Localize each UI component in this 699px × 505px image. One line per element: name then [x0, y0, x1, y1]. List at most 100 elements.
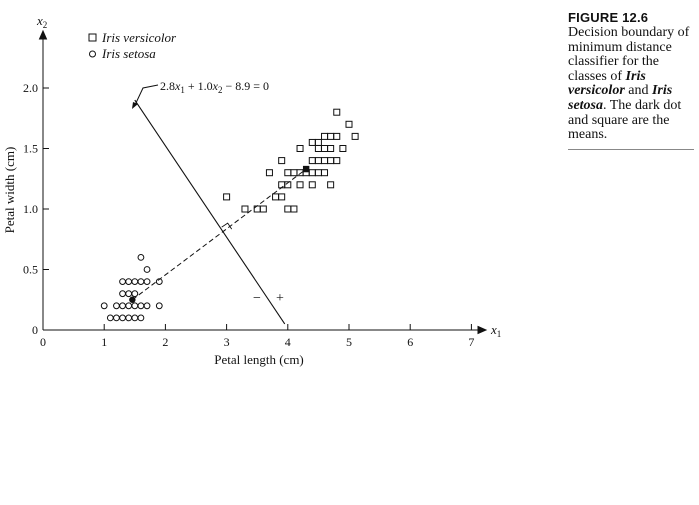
versicolor-point: [296, 181, 304, 189]
x-tick-label: 2: [162, 335, 168, 349]
setosa-point: [131, 290, 139, 298]
data-points: [100, 108, 359, 322]
legend-label-versicolor: Iris versicolor: [101, 30, 177, 45]
y-ticks: 0 0.5 1.0 1.5 2.0: [23, 81, 49, 337]
versicolor-point: [351, 132, 359, 140]
setosa-point: [137, 278, 145, 286]
legend-label-setosa: Iris setosa: [101, 46, 156, 61]
y-axis-label: Petal width (cm): [2, 147, 17, 234]
setosa-point: [155, 302, 163, 310]
x-axis-label: Petal length (cm): [214, 352, 304, 367]
setosa-point: [125, 302, 133, 310]
versicolor-point: [314, 138, 322, 146]
setosa-point: [106, 314, 114, 322]
mean-connector: [132, 168, 307, 301]
setosa-point: [137, 254, 145, 261]
versicolor-point: [314, 169, 322, 177]
mean-connector-line: [132, 168, 307, 301]
setosa-point: [100, 302, 108, 310]
versicolor-point: [241, 205, 249, 213]
x-tick-label: 1: [101, 335, 107, 349]
caption-class-b: Iris setosa: [568, 83, 673, 113]
x-ticks: 0 1 2 3 4 5 6 7: [40, 324, 474, 349]
setosa-point: [131, 314, 139, 322]
legend-square-icon: [88, 33, 97, 42]
setosa-point: [143, 266, 151, 273]
versicolor-point: [278, 193, 286, 201]
versicolor-point: [327, 181, 335, 189]
versicolor-point: [327, 157, 335, 165]
equation-label: 2.8x1 + 1.0x2 − 8.9 = 0: [160, 79, 269, 95]
y-tick-label: 1.5: [23, 142, 38, 156]
right-angle-icon: [221, 222, 233, 230]
setosa-point: [155, 278, 163, 286]
versicolor-point: [327, 132, 335, 140]
setosa-point: [119, 290, 126, 298]
setosa-point: [119, 314, 126, 322]
y-tick-label: 1.0: [23, 202, 38, 216]
axes: [38, 29, 488, 335]
setosa-point: [137, 302, 145, 310]
y-tick-label: 0.5: [23, 263, 38, 277]
figure: 0 1 2 3 4 5 6 7 0 0.5 1.0 1.5 2.0 x1 x2 Petal lengt…: [2, 13, 501, 367]
versicolor-point: [333, 132, 341, 140]
setosa-point: [113, 302, 120, 310]
equation-annotation: 2.8x1 + 1.0x2 − 8.9 = 0: [132, 79, 269, 109]
y-tick-label: 2.0: [23, 81, 38, 95]
caption-text-1: Decision boundary of minimum distance cl…: [568, 25, 690, 84]
versicolor-point: [345, 120, 353, 128]
y-axis-symbol: x2: [36, 13, 47, 30]
caption-class-a: Iris versicolor: [568, 68, 646, 99]
versicolor-point: [308, 138, 316, 146]
caption-body: Decision boundary of minimum distance cl…: [568, 25, 696, 143]
x-tick-label: 7: [468, 335, 474, 349]
x-axis-symbol: x1: [490, 322, 501, 339]
versicolor-point: [314, 145, 322, 152]
versicolor-point: [272, 193, 280, 201]
legend: Iris versicolor Iris setosa: [88, 30, 177, 61]
setosa-point: [131, 302, 139, 310]
class-means: [129, 165, 310, 303]
setosa-point: [125, 278, 133, 286]
boundary-line: [134, 99, 286, 325]
versicolor-point: [321, 132, 329, 140]
versicolor-point: [321, 157, 329, 165]
caption-text-2: and: [624, 83, 652, 99]
versicolor-point: [284, 181, 292, 189]
minus-sign: −: [253, 291, 261, 306]
setosa-point: [119, 278, 126, 286]
caption-title: FIGURE 12.6: [568, 10, 649, 25]
equation-leader: [134, 84, 159, 106]
setosa-point: [113, 314, 120, 322]
versicolor-point: [265, 169, 273, 177]
versicolor-point: [223, 193, 231, 201]
x-tick-label: 5: [346, 335, 352, 349]
setosa-point: [143, 278, 151, 286]
versicolor-point: [284, 169, 292, 177]
versicolor-point: [278, 157, 286, 165]
versicolor-point: [290, 169, 298, 177]
versicolor-point: [333, 157, 341, 165]
plus-sign: +: [276, 291, 284, 306]
versicolor-point: [327, 145, 335, 152]
x-tick-label: 6: [407, 335, 413, 349]
x-tick-label: 3: [224, 335, 230, 349]
versicolor-mean: [302, 165, 310, 173]
versicolor-point: [333, 108, 341, 116]
versicolor-point: [308, 169, 316, 177]
versicolor-point: [339, 145, 347, 152]
figure-caption: FIGURE 12.6 Decision boundary of minimum…: [568, 10, 696, 150]
versicolor-point: [321, 169, 329, 177]
legend-circle-icon: [89, 50, 96, 58]
versicolor-point: [321, 145, 329, 152]
y-tick-label: 0: [32, 323, 38, 337]
versicolor-point: [296, 145, 304, 152]
y-axis-arrow-icon: [38, 29, 48, 40]
x-axis-arrow-icon: [477, 325, 488, 335]
caption-text-3: . The dark dot and square are the means.: [568, 97, 682, 143]
x-tick-label: 4: [285, 335, 291, 349]
versicolor-point: [259, 205, 267, 213]
setosa-point: [131, 278, 139, 286]
versicolor-point: [314, 157, 322, 165]
equation-leader-arrow-icon: [132, 102, 138, 109]
